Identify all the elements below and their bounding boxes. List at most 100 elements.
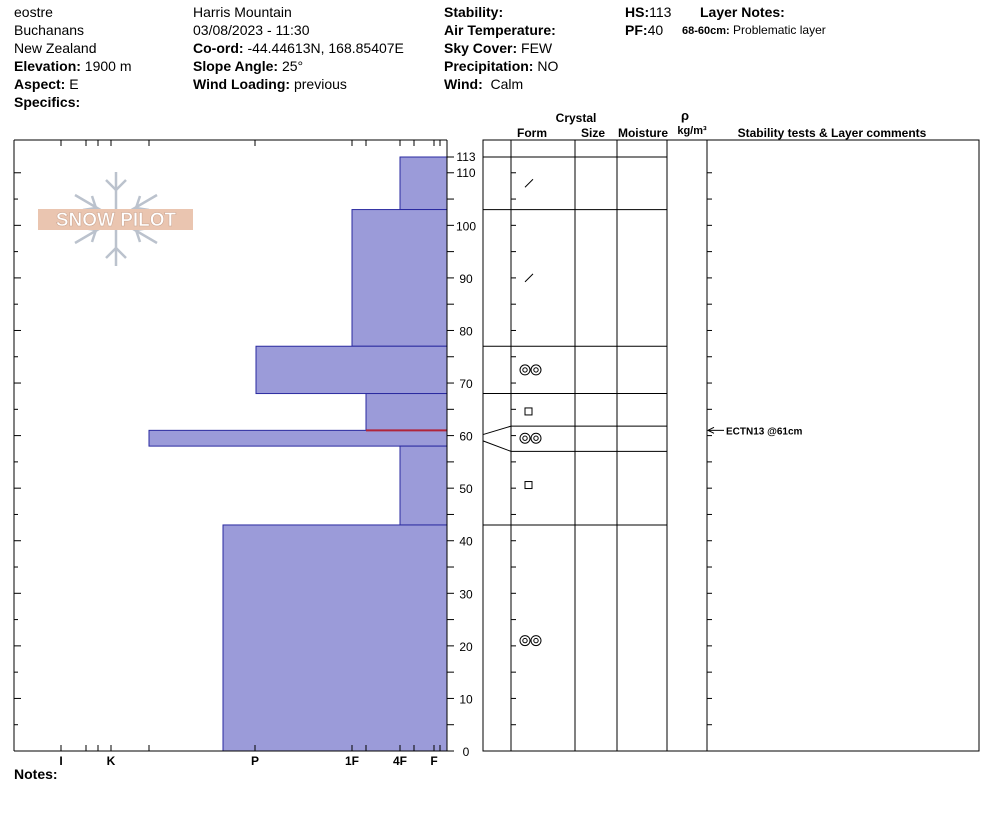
hardness-scale-label: K — [107, 754, 116, 768]
crystal-form-square-icon — [524, 481, 533, 490]
aspect-row: Aspect: E — [14, 75, 132, 93]
hs-row: HS:113 — [625, 3, 671, 21]
wind-row: Wind: Calm — [444, 75, 558, 93]
crystal-form-rounded-inner-icon — [522, 637, 528, 644]
sky-value: FEW — [521, 40, 553, 56]
crystal-form-rounded-icon — [530, 432, 542, 444]
depth-tick-label: 10 — [459, 692, 473, 706]
crystal-form-slash-icon — [524, 273, 534, 283]
crystal-form-rounded-inner-icon — [522, 367, 528, 373]
stability-row: Stability: — [444, 3, 558, 21]
sky-label: Sky Cover: — [444, 40, 518, 56]
hardness-scale-label: 4F — [393, 754, 407, 768]
crystal-form-rounded-icon — [519, 364, 531, 376]
crystal-form-rounded-icon — [519, 635, 531, 647]
notes-label: Notes: — [14, 766, 58, 782]
col-size-header: Size — [581, 126, 605, 140]
location-name: Harris Mountain — [193, 4, 292, 20]
depth-tick-label: 40 — [459, 535, 473, 549]
hardness-scale-label: P — [251, 754, 259, 768]
depth-tick-label: 90 — [459, 272, 473, 286]
col-moisture-header: Moisture — [618, 126, 668, 140]
layer-boundary — [482, 425, 667, 436]
layer-notes: Layer Notes: 68-60cm: Problematic layer — [682, 3, 826, 40]
precip-value: NO — [537, 58, 559, 74]
depth-tick-label: 60 — [459, 430, 473, 444]
wind-loading-row: Wind Loading: previous — [193, 75, 404, 93]
depth-tick-label: 100 — [456, 219, 476, 233]
layer-boundary — [482, 440, 667, 452]
air-temp-row: Air Temperature: — [444, 21, 558, 39]
layer-notes-label: Layer Notes: — [700, 4, 785, 20]
aspect-value: E — [69, 76, 79, 92]
layer-note-text: Problematic layer — [733, 23, 826, 37]
hardness-scale-label: I — [59, 754, 62, 768]
header-col-4: HS:113 PF:40 — [625, 3, 671, 39]
hs-label: HS: — [625, 4, 650, 20]
col-rho-header: ρ — [681, 108, 689, 123]
col-stability-header: Stability tests & Layer comments — [738, 126, 927, 140]
crystal-form-rounded-inner-icon — [533, 367, 539, 373]
coord-value: -44.44613N, 168.85407E — [247, 40, 404, 56]
crystal-form-rounded-inner-icon — [522, 435, 528, 441]
wind-label: Wind: — [444, 76, 483, 92]
depth-tick-label: 20 — [459, 640, 473, 654]
depth-tick-label: 110 — [456, 166, 475, 180]
layer-note-row: 68-60cm: Problematic layer — [682, 21, 826, 40]
pf-label: PF: — [625, 22, 648, 38]
specifics-label: Specifics: — [14, 94, 81, 110]
layer-table-frame — [482, 139, 980, 752]
slope-row: Slope Angle: 25° — [193, 57, 404, 75]
col-density-unit: kg/m³ — [677, 125, 707, 137]
coord-label: Co-ord: — [193, 40, 244, 56]
elevation-label: Elevation: — [14, 58, 81, 74]
depth-tick-label: 0 — [463, 745, 470, 759]
pf-value: 40 — [647, 22, 664, 38]
country-name: New Zealand — [14, 40, 97, 56]
layer-note-depth: 68-60cm: — [682, 25, 730, 37]
precip-row: Precipitation: NO — [444, 57, 558, 75]
logo-text: SNOW PILOT — [56, 210, 177, 231]
crystal-form-rounded-inner-icon — [533, 435, 539, 441]
logo-band — [38, 209, 193, 230]
hardness-bar — [148, 429, 448, 447]
crystal-form-slash-icon — [524, 178, 534, 188]
wind-loading-label: Wind Loading: — [193, 76, 291, 92]
crystal-form-rounded-icon — [530, 364, 542, 376]
hardness-bar — [255, 345, 448, 395]
notes-row: Notes: — [14, 765, 58, 783]
crystal-form-rounded-icon — [519, 432, 531, 444]
hardness-bar — [399, 156, 448, 211]
header-col-2: Harris Mountain 03/08/2023 - 11:30 Co-or… — [193, 3, 404, 93]
stability-test-arrowhead — [706, 426, 715, 434]
slope-value: 25° — [281, 58, 304, 74]
depth-tick-label: 80 — [459, 324, 473, 338]
observation-datetime: 03/08/2023 - 11:30 — [193, 22, 310, 38]
specifics-row: Specifics: — [14, 93, 132, 111]
header-col-3: Stability: Air Temperature: Sky Cover: F… — [444, 3, 558, 93]
depth-tick-label: 30 — [459, 587, 473, 601]
crystal-form-square-icon — [524, 407, 533, 416]
hs-value: 113 — [649, 4, 672, 20]
stability-test-label: ECTN13 @61cm — [726, 426, 803, 437]
hardness-bar — [365, 393, 448, 431]
coord-row: Co-ord: -44.44613N, 168.85407E — [193, 39, 404, 57]
crystal-form-rounded-inner-icon — [533, 637, 539, 644]
hardness-scale-label: 1F — [345, 754, 359, 768]
snowpilot-logo: SNOW PILOT — [38, 172, 193, 266]
elevation-row: Elevation: 1900 m — [14, 57, 132, 75]
wind-loading-value: previous — [293, 76, 347, 92]
elevation-value: 1900 m — [84, 58, 132, 74]
hardness-bar — [222, 524, 448, 752]
stability-label: Stability: — [444, 4, 504, 20]
wind-value: Calm — [490, 76, 524, 92]
pf-row: PF:40 — [625, 21, 671, 39]
hardness-bar — [351, 209, 448, 347]
range-name: Buchanans — [14, 22, 85, 38]
depth-tick-label: 50 — [459, 482, 473, 496]
precip-label: Precipitation: — [444, 58, 534, 74]
crystal-form-rounded-icon — [530, 635, 542, 647]
depth-tick-label: 70 — [459, 377, 473, 391]
depth-tick-label: 113 — [456, 150, 475, 164]
